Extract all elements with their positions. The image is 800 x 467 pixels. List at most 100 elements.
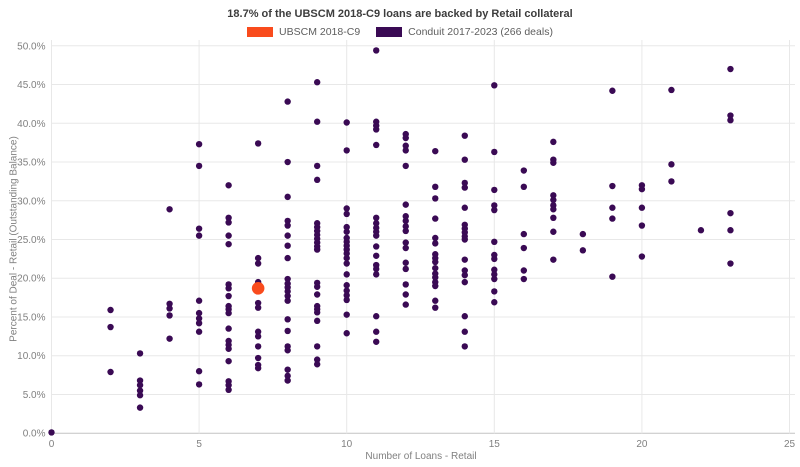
data-point[interactable] (373, 338, 380, 345)
data-point[interactable] (254, 328, 262, 335)
data-point[interactable] (638, 222, 646, 229)
data-point[interactable] (550, 256, 557, 263)
data-point[interactable] (313, 317, 321, 325)
data-point[interactable] (284, 292, 291, 300)
data-point[interactable] (402, 142, 409, 149)
data-point[interactable] (402, 227, 409, 235)
data-point[interactable] (461, 204, 468, 211)
data-point[interactable] (402, 134, 409, 142)
data-point[interactable] (373, 328, 380, 335)
data-point[interactable] (107, 306, 114, 314)
data-point[interactable] (402, 217, 409, 225)
data-point[interactable] (254, 333, 262, 340)
data-point[interactable] (195, 315, 203, 322)
data-point[interactable] (343, 292, 350, 299)
data-point[interactable] (136, 381, 144, 389)
data-point[interactable] (254, 364, 262, 372)
data-point[interactable] (520, 230, 528, 238)
data-point[interactable] (195, 162, 203, 170)
data-point[interactable] (313, 343, 321, 350)
data-point[interactable] (166, 335, 173, 342)
data-point[interactable] (373, 232, 380, 239)
data-point[interactable] (313, 246, 321, 253)
data-point[interactable] (432, 147, 439, 155)
data-point[interactable] (313, 356, 321, 363)
data-point[interactable] (225, 240, 232, 248)
legend-item-ubscm[interactable]: UBSCM 2018-C9 (247, 26, 360, 38)
data-point[interactable] (461, 278, 468, 286)
data-point[interactable] (491, 148, 498, 156)
data-point[interactable] (373, 313, 380, 320)
data-point[interactable] (343, 260, 350, 267)
data-point[interactable] (225, 214, 232, 222)
data-point[interactable] (254, 260, 262, 267)
data-point[interactable] (313, 176, 321, 184)
data-point[interactable] (727, 260, 734, 267)
data-point[interactable] (195, 225, 203, 232)
data-point[interactable] (491, 288, 498, 295)
data-point[interactable] (550, 159, 557, 166)
data-point[interactable] (609, 87, 616, 94)
data-point[interactable] (166, 305, 173, 312)
data-point[interactable] (402, 301, 409, 308)
data-point[interactable] (491, 206, 498, 214)
data-point[interactable] (313, 162, 321, 170)
data-point[interactable] (550, 228, 557, 235)
data-point[interactable] (284, 242, 291, 249)
data-point[interactable] (343, 330, 350, 337)
data-point[interactable] (373, 252, 380, 259)
data-point[interactable] (284, 372, 291, 380)
data-point[interactable] (225, 325, 232, 332)
data-point[interactable] (343, 119, 350, 126)
data-point[interactable] (251, 282, 265, 295)
data-point[interactable] (461, 236, 468, 243)
data-point[interactable] (432, 258, 439, 266)
data-point[interactable] (107, 323, 114, 331)
data-point[interactable] (432, 264, 439, 272)
data-point[interactable] (432, 297, 439, 304)
data-point[interactable] (491, 266, 498, 273)
data-point[interactable] (461, 328, 468, 335)
data-point[interactable] (432, 195, 439, 202)
data-point[interactable] (727, 65, 734, 73)
data-point[interactable] (491, 202, 498, 209)
data-point[interactable] (313, 361, 321, 368)
data-point[interactable] (254, 140, 262, 147)
data-point[interactable] (432, 215, 439, 222)
data-point[interactable] (254, 254, 262, 262)
data-point[interactable] (609, 204, 616, 211)
data-point[interactable] (284, 297, 291, 304)
data-point[interactable] (491, 238, 498, 246)
data-point[interactable] (313, 283, 321, 290)
data-point[interactable] (727, 227, 734, 234)
data-point[interactable] (373, 265, 380, 273)
data-point[interactable] (461, 271, 468, 279)
data-point[interactable] (491, 271, 498, 278)
data-point[interactable] (284, 275, 291, 283)
data-point[interactable] (373, 141, 380, 149)
data-point[interactable] (225, 357, 232, 365)
data-point[interactable] (402, 201, 409, 208)
data-point[interactable] (550, 192, 557, 199)
data-point[interactable] (432, 282, 439, 290)
data-point[interactable] (225, 381, 232, 389)
data-point[interactable] (373, 126, 380, 133)
data-point[interactable] (461, 313, 468, 320)
data-point[interactable] (195, 309, 203, 317)
data-point[interactable] (313, 309, 321, 316)
data-point[interactable] (284, 222, 291, 229)
data-point[interactable] (520, 167, 528, 174)
data-point[interactable] (638, 253, 646, 260)
data-point[interactable] (491, 299, 498, 306)
data-point[interactable] (432, 304, 439, 311)
data-point[interactable] (550, 138, 557, 146)
data-point[interactable] (254, 304, 262, 311)
data-point[interactable] (166, 312, 173, 319)
data-point[interactable] (195, 232, 203, 239)
data-point[interactable] (697, 227, 705, 234)
data-point[interactable] (313, 291, 321, 298)
data-point[interactable] (136, 387, 144, 394)
data-point[interactable] (195, 297, 203, 304)
data-point[interactable] (402, 223, 409, 230)
data-point[interactable] (225, 386, 232, 394)
